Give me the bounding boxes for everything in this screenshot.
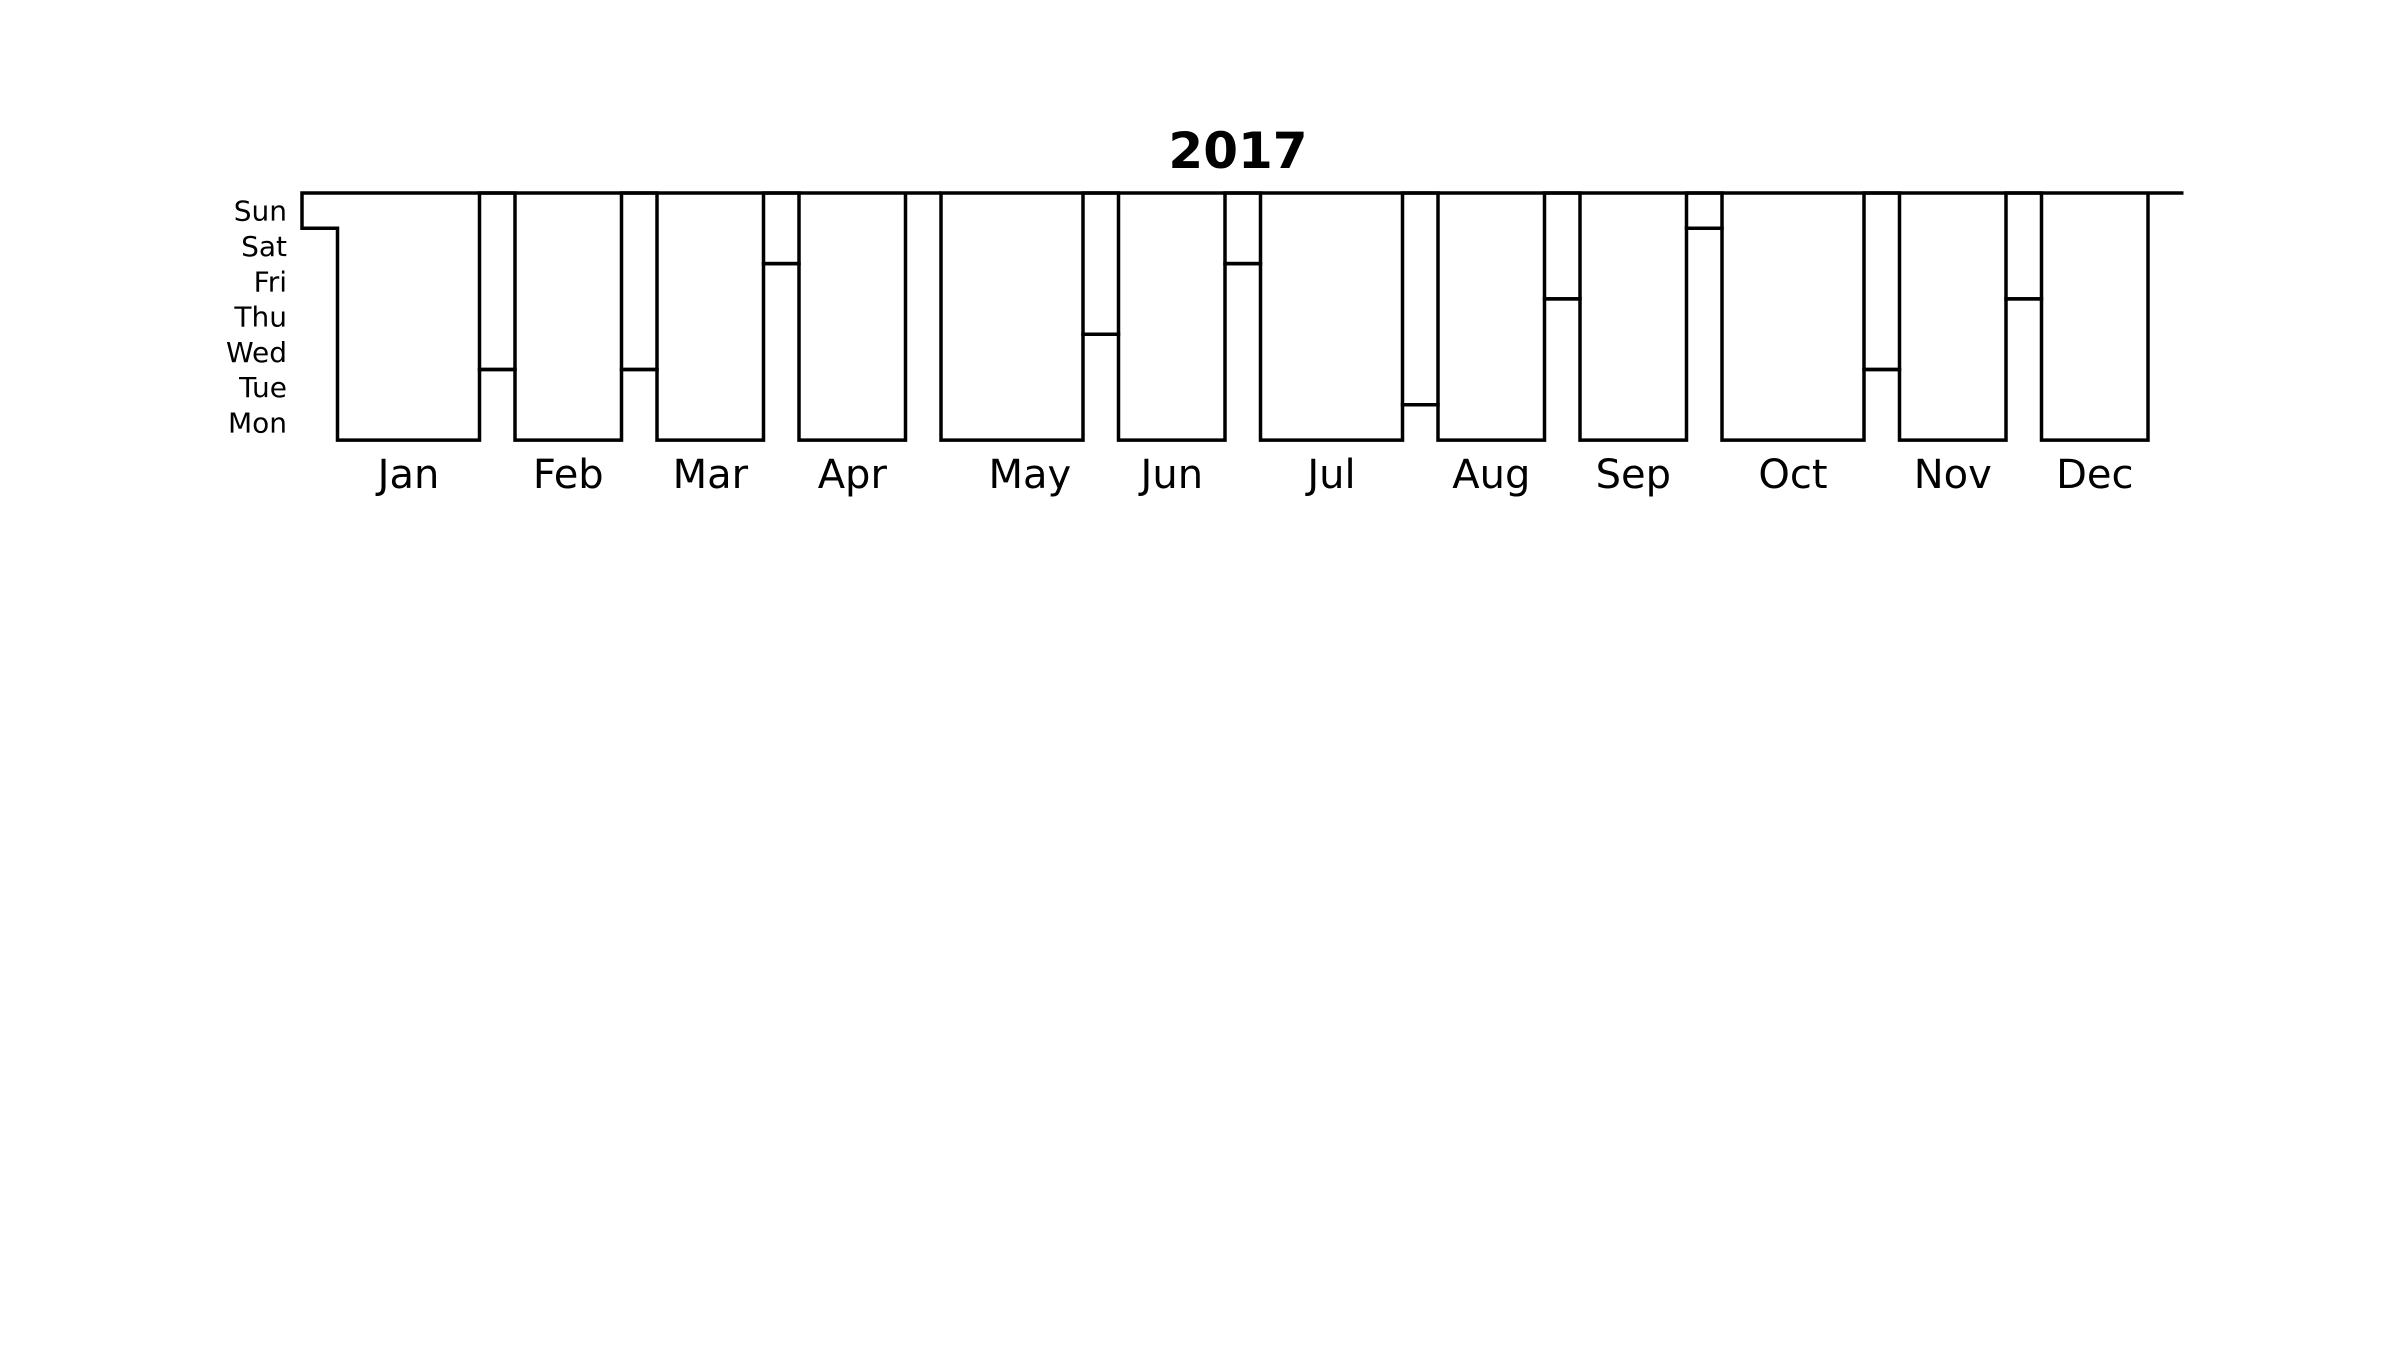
month-outline-jun <box>1081 191 1263 442</box>
weekday-label-mon: Mon <box>228 406 287 439</box>
weekday-label-sat: Sat <box>241 230 287 263</box>
chart-title: 2017 <box>1168 122 1307 180</box>
month-label-jan: Jan <box>375 452 440 498</box>
month-outline-nov <box>1862 191 2044 442</box>
month-outlines <box>300 191 2184 442</box>
month-labels: Jan Feb Mar Apr May Jun Jul Aug Sep Oct Nov Dec <box>375 452 2134 498</box>
weekday-label-thu: Thu <box>233 301 287 334</box>
weekday-label-sun: Sun <box>234 195 287 228</box>
month-outline-jan <box>300 191 517 442</box>
month-outline-oct <box>1684 191 1902 442</box>
month-label-feb: Feb <box>533 452 604 498</box>
month-label-nov: Nov <box>1914 452 1992 498</box>
month-label-jul: Jul <box>1304 452 1355 498</box>
month-outline-apr <box>761 191 941 442</box>
month-outline-feb <box>477 191 659 442</box>
month-outline-may <box>939 191 1121 442</box>
month-outline-sep <box>1542 191 1724 442</box>
weekday-label-tue: Tue <box>238 371 287 404</box>
month-outline-jul <box>1223 191 1440 442</box>
month-label-dec: Dec <box>2056 452 2133 498</box>
weekday-label-wed: Wed <box>226 336 287 369</box>
month-outline-dec <box>2004 191 2184 442</box>
month-label-jun: Jun <box>1138 452 1204 498</box>
month-label-apr: Apr <box>818 452 888 498</box>
month-label-may: May <box>988 452 1071 498</box>
month-label-mar: Mar <box>673 452 749 498</box>
month-label-sep: Sep <box>1596 452 1671 498</box>
month-outline-aug <box>1400 191 1582 442</box>
month-outline-mar <box>619 191 801 442</box>
month-label-oct: Oct <box>1758 452 1827 498</box>
month-label-aug: Aug <box>1452 452 1530 498</box>
weekday-label-fri: Fri <box>254 265 287 298</box>
